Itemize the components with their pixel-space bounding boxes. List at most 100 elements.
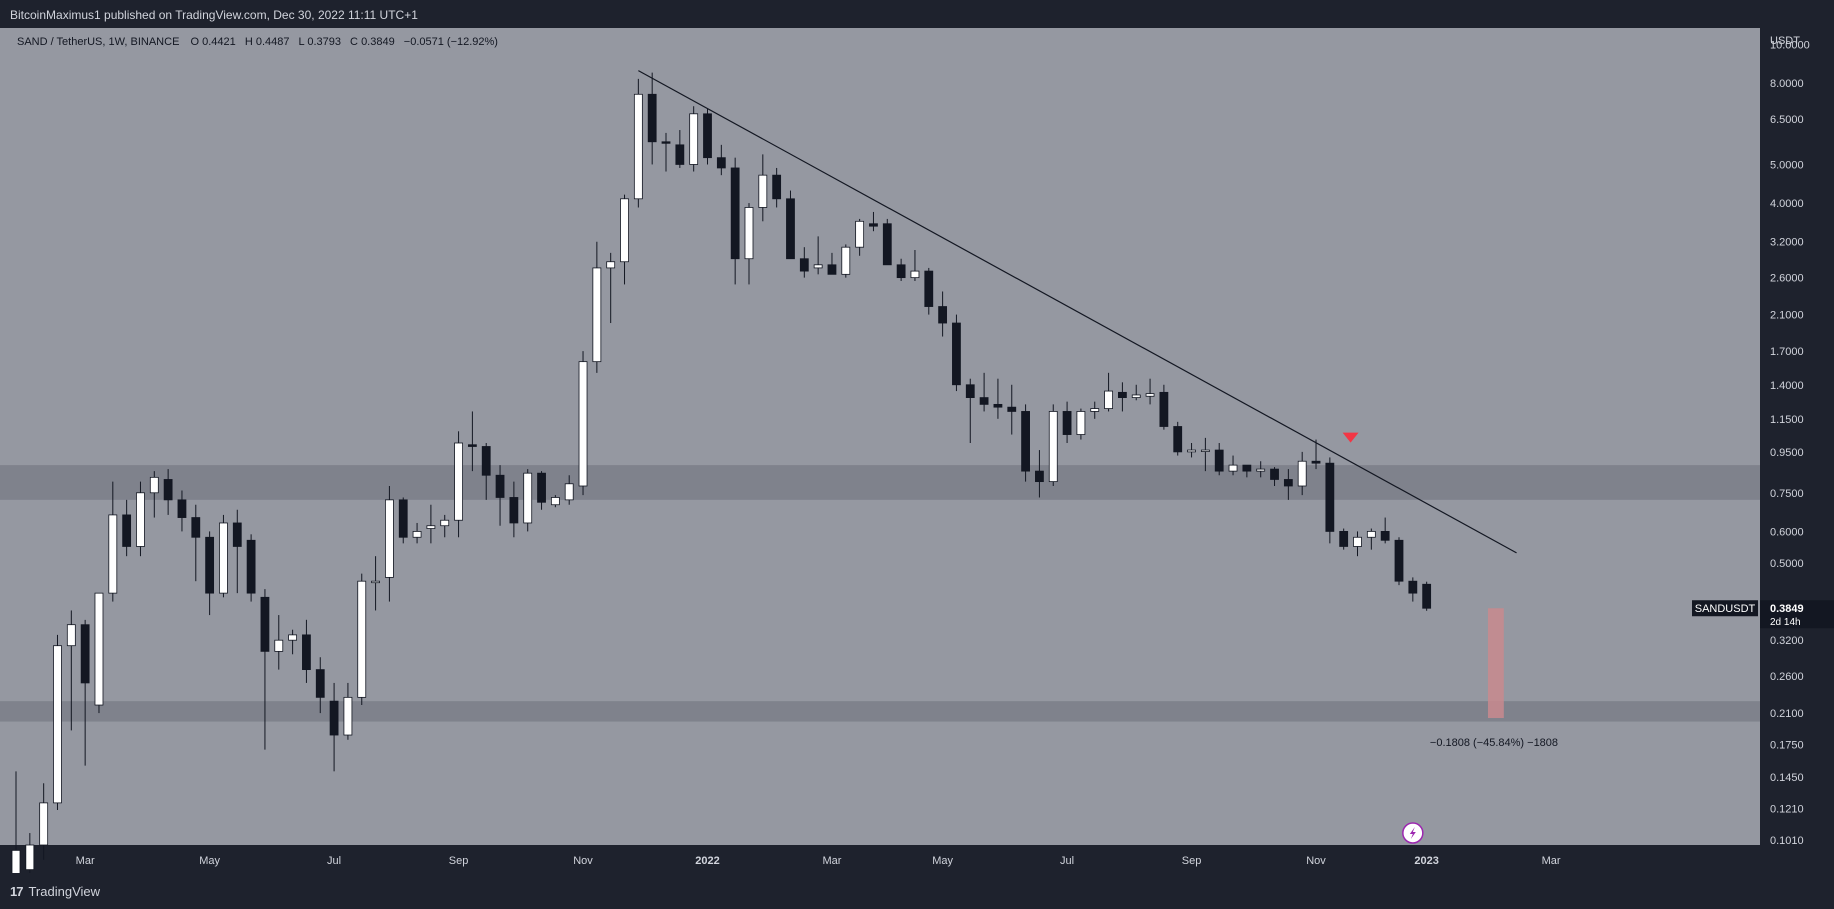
price-axis[interactable] [1760, 28, 1834, 873]
candle [716, 144, 726, 176]
y-tick-label: 0.1210 [1770, 804, 1804, 816]
candle-body [149, 476, 159, 494]
candle [1297, 451, 1307, 496]
candle [523, 469, 533, 532]
y-tick-label: 1.1500 [1770, 414, 1804, 426]
x-tick-label: 2022 [695, 855, 719, 867]
legend-c-label: C [350, 36, 358, 48]
candle [979, 372, 989, 412]
candle [39, 783, 49, 860]
candle [1214, 442, 1224, 476]
candle-body [385, 499, 394, 578]
candle [219, 514, 228, 598]
candle [149, 471, 159, 518]
time-axis[interactable] [0, 845, 1760, 873]
y-tick-label: 0.5000 [1770, 558, 1804, 570]
candle-body [675, 144, 685, 165]
candle [495, 465, 505, 526]
candle-body [1214, 449, 1224, 472]
candle [302, 619, 311, 683]
candle-body [371, 580, 380, 584]
candle-body [938, 306, 948, 324]
candle [592, 241, 602, 373]
legend-h-label: H [245, 36, 253, 48]
candle-body [813, 264, 823, 269]
candle [246, 534, 256, 602]
candle-body [315, 669, 325, 698]
candle-body [1021, 411, 1030, 472]
candle [232, 509, 242, 594]
candle-body [260, 596, 270, 652]
candle [1422, 581, 1432, 611]
descending-trendline[interactable] [638, 70, 1517, 554]
candle [1353, 531, 1362, 557]
candle-body [965, 384, 975, 398]
candle [1311, 439, 1321, 470]
candle-body [1062, 411, 1072, 435]
candle [191, 504, 201, 582]
tradingview-logo[interactable]: 17 TradingView [10, 884, 100, 899]
candlestick-chart[interactable]: −0.1808 (−45.84%) −1808 SANDUSDT 0.3849 2d … [0, 28, 1834, 904]
candle [177, 490, 187, 532]
x-tick-label: Mar [822, 855, 841, 867]
candle-body [1297, 460, 1307, 487]
candle [412, 522, 422, 544]
candle-body [122, 514, 132, 547]
candle-body [578, 361, 588, 487]
candle [426, 504, 436, 544]
candle [288, 629, 298, 655]
candle-body [1200, 449, 1210, 452]
candle-body [537, 472, 546, 503]
candle-body [1131, 394, 1141, 398]
candle [799, 247, 809, 278]
y-tick-label: 2.6000 [1770, 273, 1804, 285]
candle-body [302, 634, 311, 671]
symbol-tag [1692, 600, 1758, 617]
candle [675, 130, 685, 168]
candle [136, 481, 145, 557]
candle-body [772, 174, 782, 200]
chart-area[interactable]: −0.1808 (−45.84%) −1808 SANDUSDT 0.3849 2d … [0, 28, 1834, 904]
candle-body [1173, 426, 1183, 453]
candle [80, 619, 90, 766]
candle [66, 610, 76, 731]
candle [882, 218, 892, 266]
candle-body [592, 267, 602, 363]
candle-body [467, 444, 477, 447]
candle-body [398, 499, 408, 538]
y-tick-label: 0.3200 [1770, 635, 1804, 647]
candle-body [523, 472, 533, 524]
candle [1076, 408, 1086, 440]
candle [910, 250, 920, 281]
candle [329, 682, 339, 772]
candle [94, 592, 104, 714]
candle [163, 469, 173, 515]
plot-background[interactable] [0, 28, 1760, 845]
candle [1283, 469, 1293, 500]
candle [1062, 401, 1072, 443]
candle [924, 267, 934, 315]
candle-body [232, 522, 242, 547]
price-range-measure[interactable] [1487, 608, 1504, 719]
candle [841, 244, 851, 278]
candle-body [924, 270, 934, 307]
lightning-bolt-icon [1409, 827, 1416, 839]
candle-body [689, 113, 699, 165]
symbol-tag-text: SANDUSDT [1695, 603, 1756, 615]
candle-body [716, 157, 726, 169]
candle-body [1145, 393, 1155, 397]
candle-body [343, 696, 353, 736]
candle-body [758, 174, 768, 208]
candle-body [1118, 391, 1127, 398]
candle [274, 615, 284, 670]
candle-body [1422, 583, 1432, 609]
candle [633, 78, 643, 208]
ohlc-legend: SAND / TetherUS, 1W, BINANCE O 0.4421 H … [17, 36, 498, 48]
candle [813, 236, 823, 275]
candle [385, 486, 394, 602]
legend-o-label: O [190, 36, 199, 48]
currency-label: USDT [1770, 35, 1800, 47]
candle [965, 378, 975, 443]
candle-body [1048, 411, 1058, 483]
candle-body [730, 167, 740, 260]
